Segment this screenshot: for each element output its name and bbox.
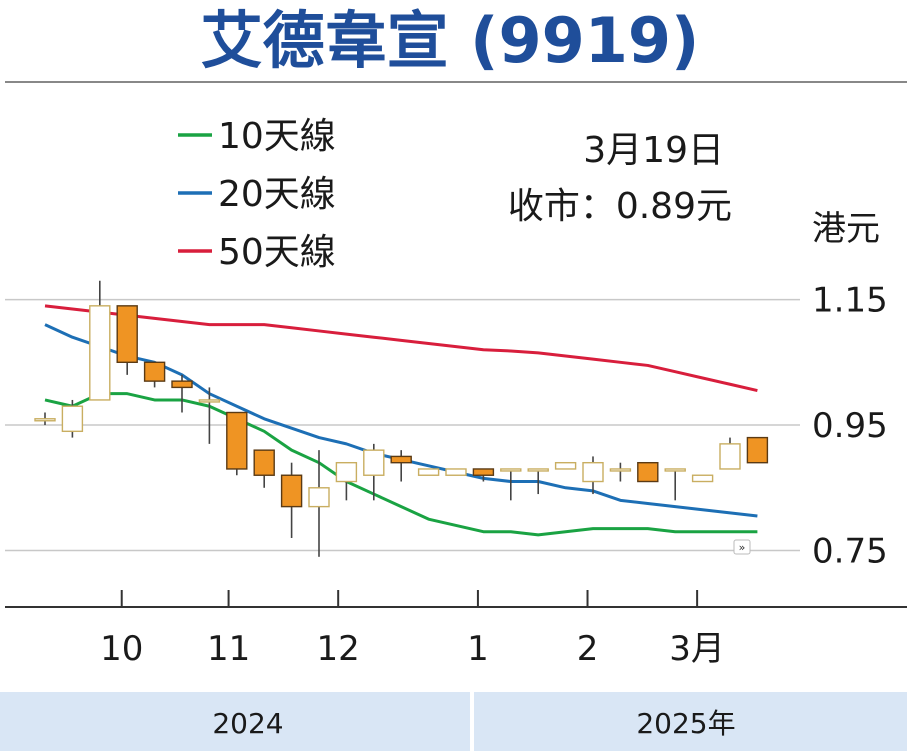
- candle: [527, 468, 549, 495]
- svg-text:»: »: [739, 541, 746, 554]
- candle: [253, 449, 275, 488]
- candle: [472, 468, 495, 482]
- candle-body: [390, 455, 412, 464]
- candle: [554, 461, 577, 470]
- double-chevron-right-icon[interactable]: »: [733, 539, 751, 555]
- legend-label: 50天線: [218, 232, 336, 273]
- candle-body: [664, 468, 686, 472]
- candle-body: [719, 443, 741, 470]
- year-label-2024: 2024: [212, 707, 283, 740]
- ma-line: [44, 323, 758, 518]
- y-tick-label: 0.75: [812, 532, 888, 572]
- close-label: 收市：0.89元: [508, 186, 732, 227]
- candle: [500, 468, 522, 501]
- ma-line: [44, 304, 758, 393]
- candle-body: [308, 487, 330, 508]
- year-label-2025: 2025年: [636, 707, 735, 740]
- candle: [445, 468, 467, 476]
- candle-body: [554, 461, 577, 470]
- legend: 10天線 20天線 50天線: [178, 116, 336, 273]
- candle-body: [417, 468, 440, 476]
- candle: [363, 443, 385, 501]
- candle: [582, 456, 604, 495]
- candle: [335, 461, 358, 501]
- candle: [34, 412, 56, 426]
- candle-body: [582, 461, 604, 483]
- legend-item: 10天線: [178, 116, 336, 157]
- ma-line: [44, 392, 758, 537]
- candle: [637, 461, 659, 483]
- gridlines: [5, 298, 800, 552]
- candle: [171, 374, 193, 413]
- candle-body: [226, 411, 248, 470]
- x-tick-label: 12: [317, 629, 360, 669]
- candle-body: [335, 461, 358, 483]
- candle: [116, 305, 138, 375]
- x-tick-labels: 10 11 12 1 2 3月: [100, 590, 725, 669]
- candle: [280, 462, 303, 538]
- candle: [417, 468, 440, 476]
- candle-body: [472, 468, 495, 476]
- chart-title: 艾德韋宣 (9919): [201, 4, 700, 77]
- candle-body: [445, 468, 467, 476]
- candle-body: [253, 449, 275, 476]
- candle: [226, 411, 248, 476]
- year-band-2025: [474, 692, 907, 751]
- date-label: 3月19日: [583, 130, 724, 171]
- candle: [746, 436, 769, 464]
- x-tick-label: 11: [207, 629, 250, 669]
- legend-label: 20天線: [218, 174, 336, 215]
- candle-body: [527, 468, 549, 472]
- y-tick-labels: 1.15 0.95 0.75: [812, 281, 888, 572]
- candle: [61, 399, 84, 438]
- candle: [89, 280, 111, 401]
- candle-body: [363, 449, 385, 476]
- legend-item: 50天線: [178, 232, 336, 273]
- candle-body: [116, 305, 138, 364]
- candle-body: [198, 399, 221, 403]
- candle-body: [637, 461, 659, 483]
- candle-body: [61, 405, 84, 433]
- year-band-2024: [0, 692, 470, 751]
- legend-label: 10天線: [218, 116, 336, 157]
- x-tick-label: 2: [577, 629, 599, 669]
- unit-label: 港元: [812, 209, 880, 249]
- candle: [719, 437, 741, 470]
- x-tick-label: 1: [467, 629, 489, 669]
- candle: [198, 387, 221, 444]
- candle: [609, 462, 632, 482]
- candle-body: [171, 380, 193, 389]
- legend-item: 20天線: [178, 174, 336, 215]
- candle-body: [609, 468, 632, 472]
- candle: [308, 450, 330, 557]
- candle-body: [34, 418, 56, 422]
- moving-average-lines: [44, 304, 758, 537]
- candlesticks: [34, 280, 769, 557]
- candle-body: [691, 474, 714, 483]
- x-tick-label: 3月: [669, 629, 725, 669]
- candle-body: [746, 436, 769, 464]
- candle: [390, 450, 412, 482]
- candle-body: [500, 468, 522, 472]
- candle: [691, 474, 714, 483]
- y-tick-label: 0.95: [812, 406, 888, 446]
- candle: [664, 468, 686, 501]
- x-tick-label: 10: [100, 629, 143, 669]
- y-tick-label: 1.15: [812, 281, 888, 321]
- candle: [143, 361, 166, 388]
- candle-body: [280, 474, 303, 508]
- candle-body: [89, 305, 111, 401]
- candle-body: [143, 361, 166, 382]
